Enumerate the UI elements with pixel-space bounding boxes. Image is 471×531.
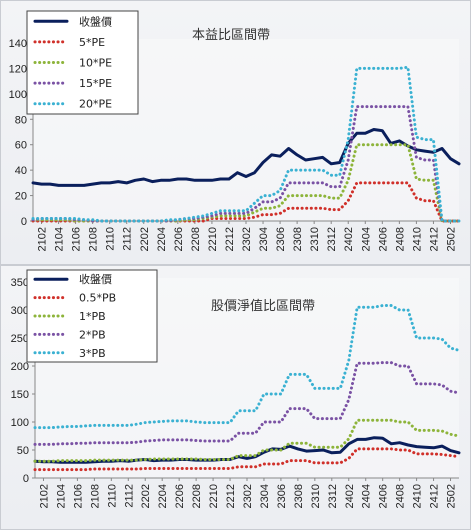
legend-label: 10*PE [79,57,112,70]
chart-title: 股價淨值比區間帶 [211,298,315,314]
x-tick-label: 2104 [55,484,67,508]
x-tick-label: 2208 [190,227,202,251]
y-tick-label: 350 [11,277,29,289]
x-tick-label: 2408 [395,484,407,508]
y-tick-label: 0 [23,473,29,485]
series-line-1 [33,447,461,472]
x-tick-label: 2206 [174,484,186,508]
legend-label: 2*PB [79,328,106,341]
x-tick-label: 2302 [242,484,254,508]
x-tick-label: 2408 [394,227,406,251]
y-tick-label: 120 [9,63,27,75]
x-tick-label: 2308 [293,484,305,508]
x-tick-label: 2104 [54,227,66,251]
y-tick-label: 20 [15,191,27,203]
y-tick-label: 0 [21,216,27,228]
pe-band-chart: 0 20 40 60 80 100 120 140 2102 2104 2106 2108 2110 21… [9,10,461,251]
pb-band-chart-panel: 0 50 100 150 200 250 300 350 2102 2104 2106 2108 211… [0,265,471,530]
x-tick-label: 2302 [241,227,253,251]
x-tick-label: 2306 [275,227,287,251]
x-tick-label: 2410 [411,227,423,251]
y-tick-label: 150 [11,389,29,401]
x-tick-label: 2310 [310,484,322,508]
y-tick-label: 50 [17,445,29,457]
x-tick-label: 2110 [106,484,118,508]
legend-label: 3*PB [79,347,106,360]
x-tick-label: 2112 [123,484,135,508]
legend-label: 0.5*PB [79,292,116,305]
series-line-3 [33,361,461,446]
pb-band-chart: 0 50 100 150 200 250 300 350 2102 2104 2106 2108 211… [11,269,461,508]
x-tick-label: 2208 [191,484,203,508]
x-tick-label: 2204 [156,227,168,251]
y-tick-label: 60 [15,140,27,152]
legend-label: 收盤價 [79,272,112,286]
y-tick-label: 100 [11,417,29,429]
legend-label: 1*PB [79,310,106,323]
y-tick-label: 300 [11,305,29,317]
x-tick-label: 2304 [258,227,270,251]
y-tick-label: 100 [9,89,27,101]
x-tick-label: 2106 [72,484,84,508]
x-tick-label: 2108 [89,484,101,508]
x-tick-label: 2304 [259,484,271,508]
x-tick-label: 2404 [360,227,372,251]
series-line-4 [31,65,461,223]
x-tick-label: 2406 [377,227,389,251]
y-tick-label: 40 [15,165,27,177]
series-line-0 [31,128,461,187]
x-tick-label: 2306 [276,484,288,508]
chart-title: 本益比區間帶 [192,28,270,43]
x-tick-label: 2502 [445,227,457,251]
x-tick-label: 2412 [428,227,440,251]
legend-label: 15*PE [79,77,112,90]
x-tick-label: 2402 [343,227,355,251]
series-line-0 [33,436,461,464]
legend-label: 20*PE [79,98,112,111]
x-tick-label: 2406 [378,484,390,508]
x-tick-label: 2102 [38,484,50,508]
x-tick-label: 2210 [207,227,219,251]
x-tick-label: 2412 [429,484,441,508]
x-tick-label: 2204 [157,484,169,508]
x-tick-label: 2410 [412,484,424,508]
series-line-2 [33,418,461,463]
y-tick-label: 250 [11,333,29,345]
x-tick-label: 2402 [344,484,356,508]
x-tick-label: 2212 [224,227,236,251]
x-tick-label: 2206 [173,227,185,251]
legend-label: 收盤價 [79,14,112,28]
legend-label: 5*PE [79,36,105,49]
x-tick-label: 2404 [361,484,373,508]
x-tick-label: 2210 [208,484,220,508]
x-tick-label: 2308 [292,227,304,251]
y-tick-label: 80 [15,114,27,126]
x-tick-label: 2312 [326,227,338,251]
x-tick-label: 2112 [122,227,134,251]
x-tick-label: 2108 [88,227,100,251]
x-tick-label: 2102 [37,227,49,251]
y-tick-label: 200 [11,361,29,373]
x-tick-label: 2110 [105,227,117,251]
series-line-1 [31,181,461,223]
x-tick-label: 2202 [139,227,151,251]
series-line-2 [31,143,461,223]
x-tick-label: 2312 [327,484,339,508]
pe-band-chart-panel: 0 20 40 60 80 100 120 140 2102 2104 2106 2108 2110 21… [0,0,471,265]
x-tick-label: 2502 [446,484,458,508]
x-tick-label: 2310 [309,227,321,251]
x-tick-label: 2106 [71,227,83,251]
y-tick-label: 140 [9,38,27,50]
x-tick-label: 2212 [225,484,237,508]
x-tick-label: 2202 [140,484,152,508]
